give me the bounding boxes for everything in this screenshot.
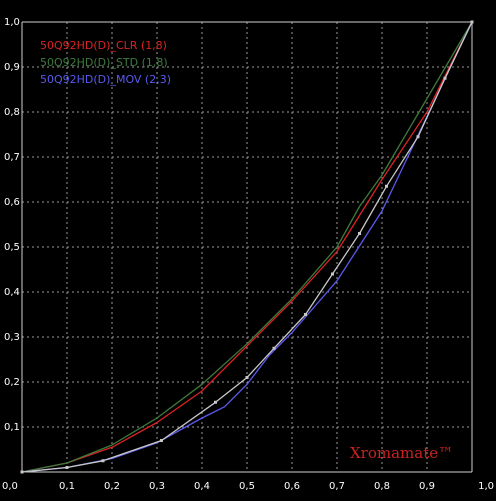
data-point-marker (304, 313, 307, 316)
x-tick-label: 0,5 (239, 481, 255, 492)
data-point-marker (273, 347, 276, 350)
x-tick-label: 0,1 (59, 481, 75, 492)
x-tick-label: 1,0 (478, 481, 494, 492)
data-point-marker (417, 135, 420, 138)
grid (22, 22, 472, 472)
y-tick-label: 0,6 (4, 197, 20, 208)
x-tick-label: 0,8 (374, 481, 390, 492)
x-tick-label: 0,2 (104, 481, 120, 492)
data-point-marker (471, 21, 474, 24)
y-tick-label: 0,9 (4, 62, 20, 73)
data-point-marker (331, 273, 334, 276)
x-tick-label: 0,6 (284, 481, 300, 492)
data-point-marker (246, 376, 249, 379)
y-tick-label: 1,0 (4, 17, 20, 28)
data-point-marker (358, 232, 361, 235)
watermark: Xromamate™ (350, 444, 453, 462)
y-tick-label: 0,1 (4, 422, 20, 433)
legend-entry-2: 50Q92HD(D)_MOV (2,3) (40, 73, 171, 86)
data-point-marker (214, 401, 217, 404)
tick-labels: 0,0 0,1 0,2 0,3 0,4 0,5 0,6 0,7 0,8 0,9 1,0 0,1 0,2 0… (2, 17, 494, 492)
y-tick-label: 0,7 (4, 152, 20, 163)
data-point-marker (66, 466, 69, 469)
x-tick-label: 0,0 (2, 481, 18, 492)
legend-entry-0: 50Q92HD(D)_CLR (1,8) (40, 39, 167, 52)
y-tick-label: 0,2 (4, 377, 20, 388)
legend-entry-1: 50Q92HD(D)_STD (1,8) (40, 56, 168, 69)
y-tick-label: 0,8 (4, 107, 20, 118)
data-point-marker (385, 185, 388, 188)
data-point-marker (102, 459, 105, 462)
x-tick-label: 0,4 (194, 481, 210, 492)
y-tick-label: 0,5 (4, 242, 20, 253)
x-tick-label: 0,7 (329, 481, 345, 492)
x-tick-label: 0,9 (419, 481, 435, 492)
y-tick-label: 0,3 (4, 332, 20, 343)
legend: 50Q92HD(D)_CLR (1,8) 50Q92HD(D)_STD (1,8)… (40, 39, 171, 86)
data-point-marker (444, 77, 447, 80)
data-point-marker (21, 471, 24, 474)
x-tick-label: 0,3 (149, 481, 165, 492)
y-tick-label: 0,4 (4, 287, 20, 298)
data-point-marker (160, 439, 163, 442)
